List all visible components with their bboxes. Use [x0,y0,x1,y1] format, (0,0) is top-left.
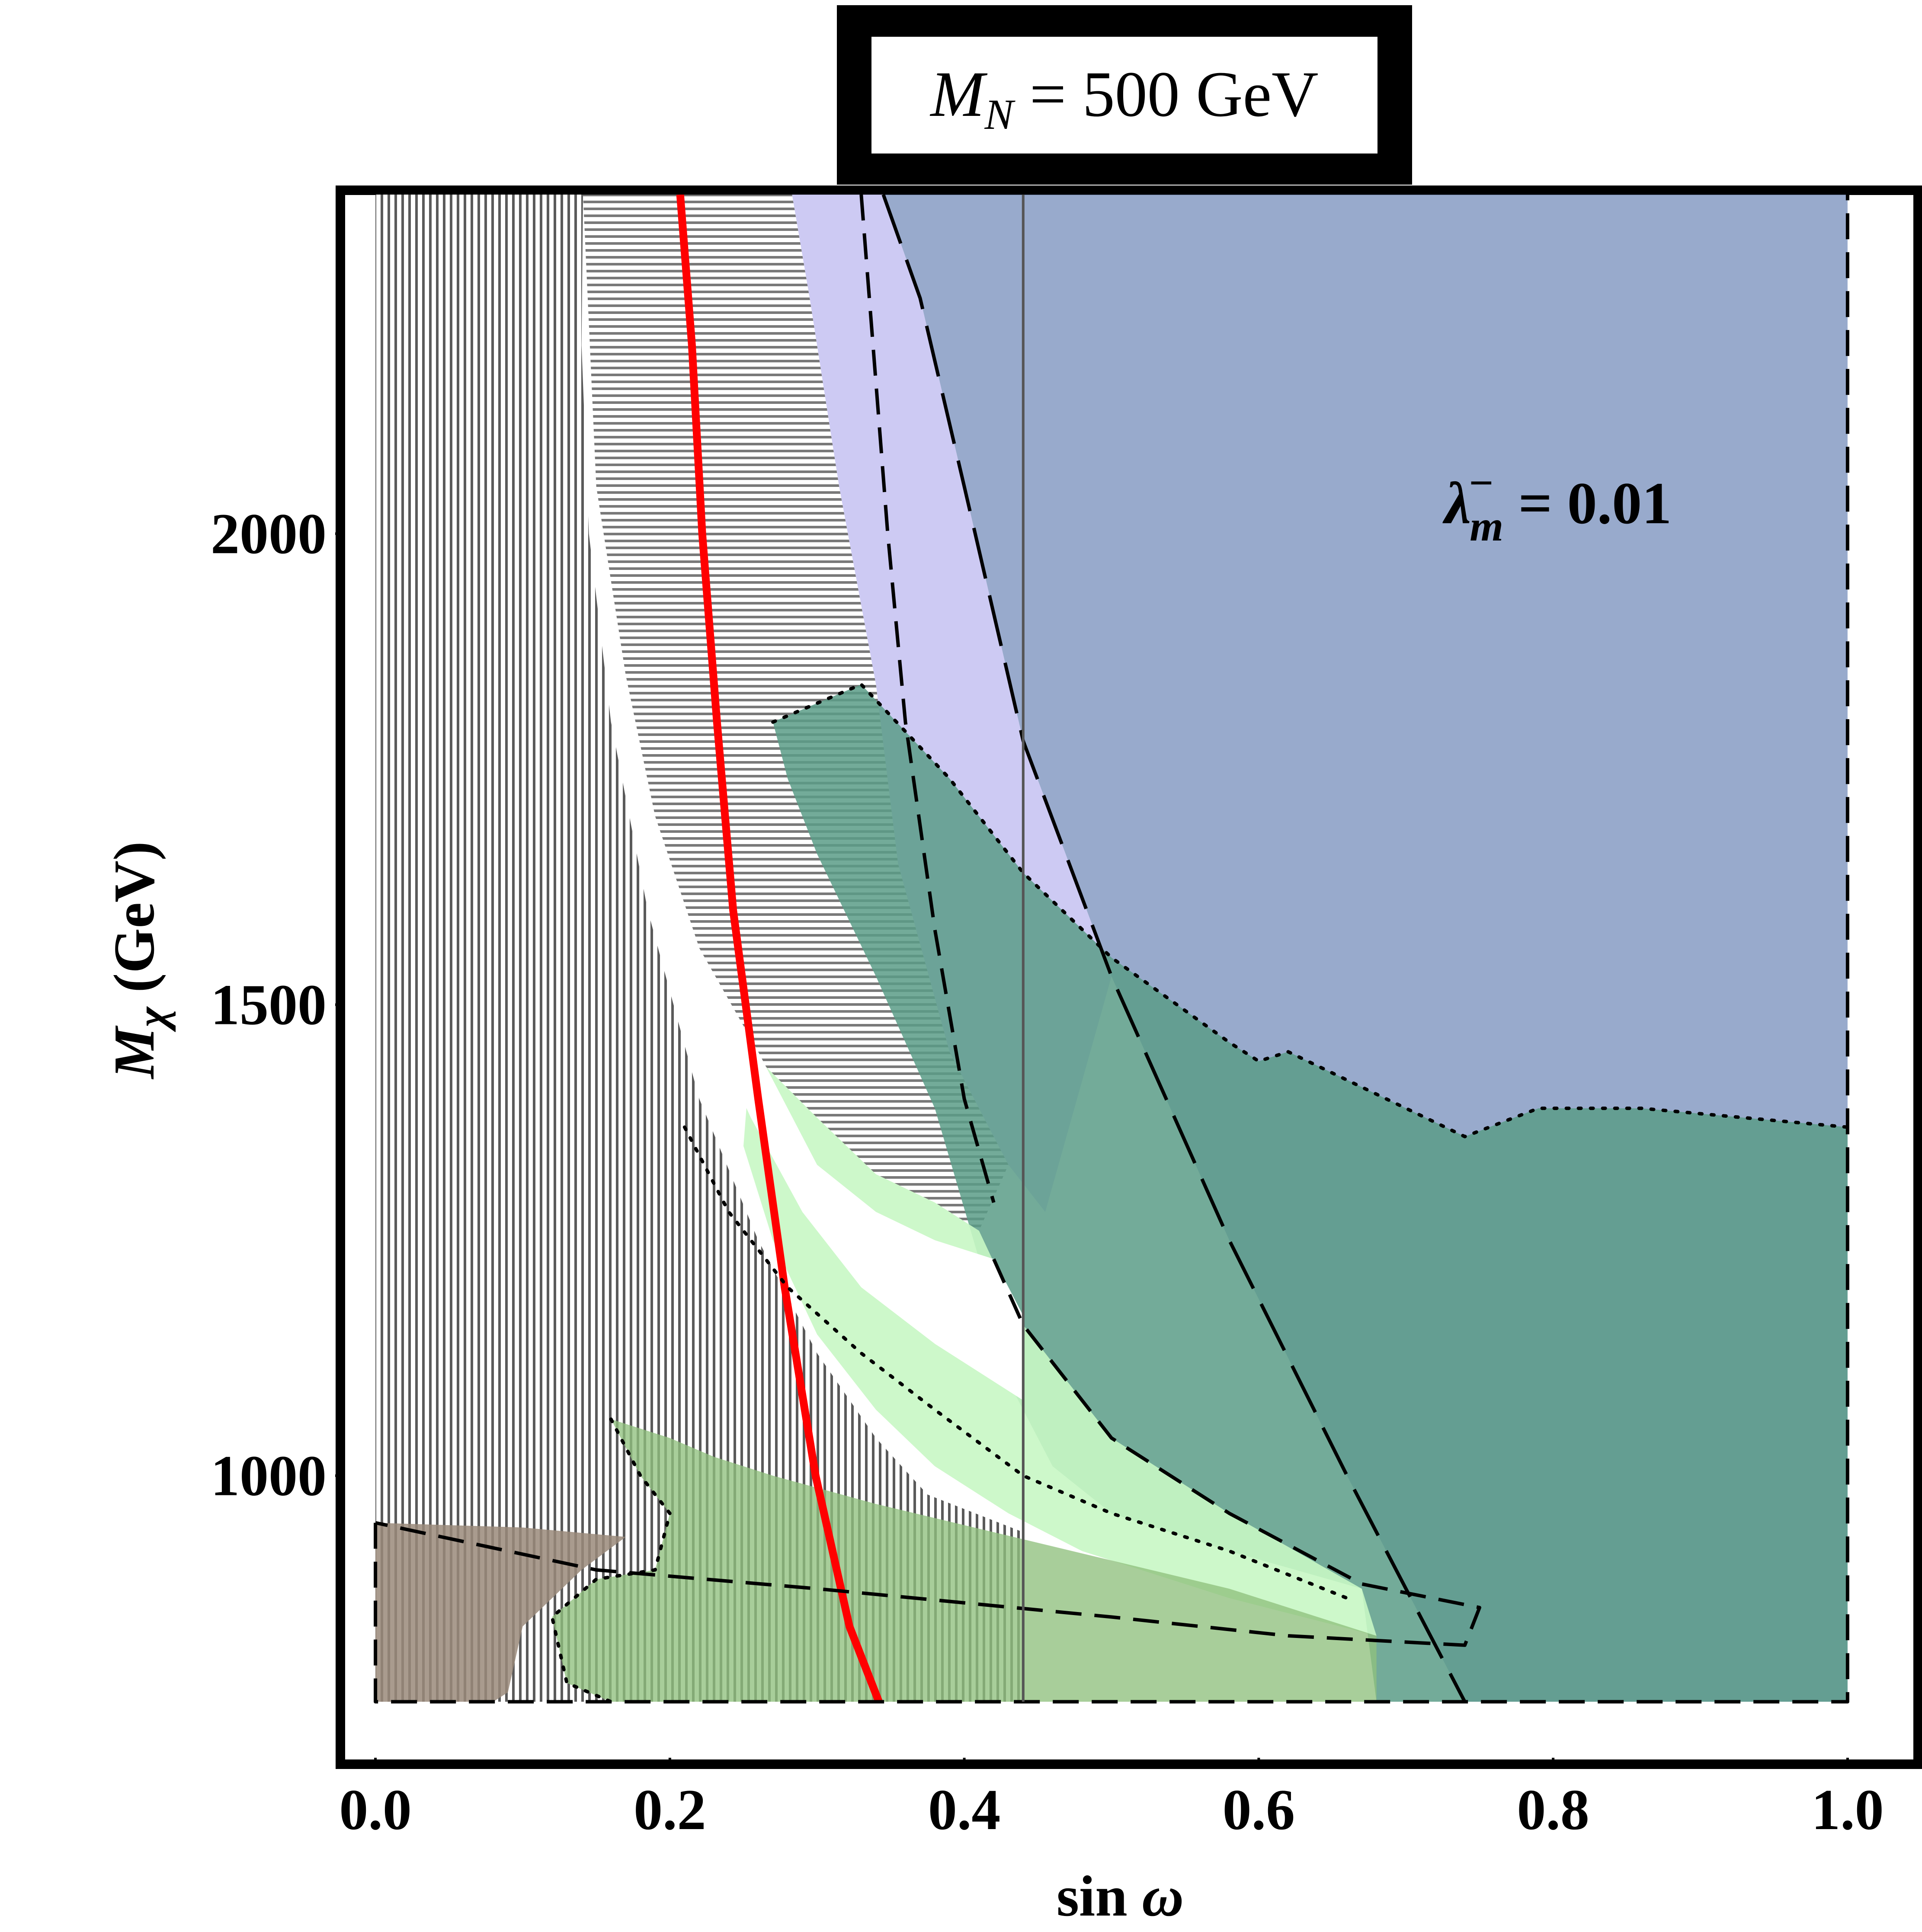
title-subscript: N [984,90,1015,138]
title-rest: = 500 GeV [1013,58,1318,130]
x-axis-title-symbol: ω [1142,1864,1184,1928]
series-long-dash-boundary [881,195,1467,1703]
region-teal-region [773,684,1848,1702]
x-axis-title: sin ω [1057,1864,1184,1928]
series-red-curve [676,195,883,1703]
chart-title-box: MN = 500 GeV [837,5,1412,185]
chart-title: MN = 500 GeV [930,58,1319,138]
region-white-gap [655,816,1023,1401]
region-light-green-region [743,1052,1377,1636]
region-brown-region [375,1523,626,1702]
title-symbol: M [930,58,988,130]
regions-layer [375,195,1848,1702]
y-tick-label: 2000 [211,502,327,566]
series-dash-boundary-upper [859,195,996,1203]
series-dotted-green-hatched [550,1417,672,1704]
y-tick-label: 1500 [211,972,327,1036]
annotation-symbol: λ [1442,470,1471,536]
annotation-rest: = 0.01 [1503,470,1672,536]
series-dash-boundary-lower [375,1258,1481,1647]
annotation-subscript: m [1470,502,1503,550]
x-tick-label: 0.4 [928,1778,1001,1842]
region-hatched-excluded [375,195,1023,1702]
y-tick-label: 1000 [211,1444,327,1508]
y-axis-title: Mχ (GeV) [102,841,176,1080]
y-axis-title-rest: (GeV) [102,841,166,1007]
series-layer [374,195,1849,1704]
x-tick-label: 0.8 [1517,1778,1589,1842]
y-axis-title-symbol: M [102,1025,166,1079]
x-tick-label: 0.6 [1223,1778,1295,1842]
x-tick-label: 0.2 [634,1778,706,1842]
region-green-hatched-region [552,1419,1377,1702]
annotation-superscript: − [1469,459,1493,507]
series-dash-bottom [374,195,1849,1704]
x-axis-title-text: sin [1057,1864,1142,1928]
lambda-annotation: λ− m = 0.01 [1442,459,1672,550]
y-axis-ticks: 1000 1500 2000 [211,502,345,1508]
x-axis-ticks: 0.0 0.2 0.4 0.6 0.8 1.0 [339,1758,1884,1842]
x-tick-label: 0.0 [339,1778,412,1842]
x-tick-label: 1.0 [1811,1778,1884,1842]
